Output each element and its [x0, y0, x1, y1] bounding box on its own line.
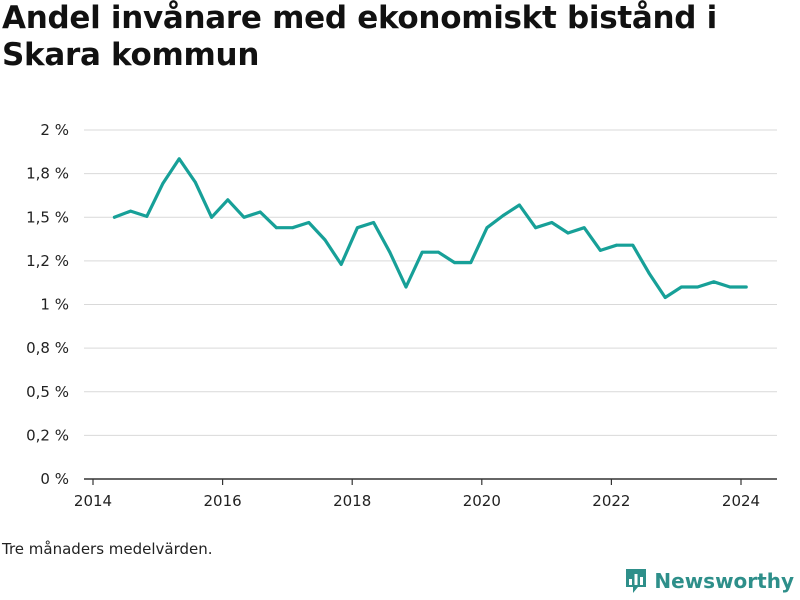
x-tick-label: 2016	[204, 492, 242, 510]
data-point	[193, 180, 197, 184]
data-point	[647, 271, 651, 275]
data-point	[501, 214, 505, 217]
data-point	[534, 226, 537, 230]
data-point	[355, 226, 359, 230]
data-point	[291, 226, 294, 230]
footnote: Tre månaders medelvärden.	[2, 540, 213, 558]
data-point	[210, 215, 213, 219]
y-tick-label: 1,2 %	[26, 252, 69, 270]
data-point	[744, 285, 748, 289]
data-point	[129, 209, 132, 213]
data-point	[550, 221, 554, 224]
y-tick-label: 0 %	[40, 470, 69, 488]
data-point	[485, 226, 489, 230]
data-point	[631, 243, 635, 247]
y-tick-label: 1 %	[40, 296, 69, 314]
x-axis-ticks: 2014 2016 2018 2020 2022 2024	[74, 479, 760, 510]
y-tick-label: 0,8 %	[26, 339, 69, 357]
y-tick-label: 0,2 %	[26, 426, 69, 444]
data-point	[404, 285, 408, 289]
brand-logo: Newsworthy	[624, 566, 794, 596]
x-tick-label: 2014	[74, 492, 112, 510]
data-point	[566, 231, 570, 235]
data-point	[696, 285, 699, 289]
data-point	[453, 261, 456, 265]
data-point	[582, 226, 586, 230]
data-point	[420, 250, 424, 254]
data-point	[323, 238, 327, 242]
data-point	[728, 285, 732, 289]
chart-title: Andel invånare med ekonomiskt bistånd i …	[2, 0, 717, 73]
data-point	[161, 181, 165, 185]
series-group	[112, 157, 748, 300]
y-tick-label: 2 %	[40, 121, 69, 139]
data-point	[258, 210, 262, 214]
data-point	[436, 250, 440, 254]
brand-name: Newsworthy	[654, 569, 794, 593]
data-point	[339, 262, 343, 266]
data-point	[112, 215, 116, 219]
x-tick-label: 2018	[333, 492, 371, 510]
x-tick-label: 2022	[592, 492, 630, 510]
data-point	[242, 215, 246, 219]
data-point	[226, 198, 230, 202]
data-point	[615, 243, 618, 247]
data-point	[469, 261, 473, 265]
newsworthy-logo-icon	[626, 569, 647, 593]
data-point	[372, 221, 375, 224]
data-point	[712, 280, 716, 284]
series-line	[112, 157, 748, 300]
data-point	[177, 157, 181, 161]
y-tick-label: 0,5 %	[26, 383, 69, 401]
y-tick-label: 1,8 %	[26, 165, 69, 183]
data-point	[145, 214, 149, 218]
data-point	[679, 285, 683, 289]
x-tick-label: 2024	[722, 492, 760, 510]
data-point	[388, 250, 392, 254]
data-point	[517, 203, 521, 207]
data-point	[274, 226, 278, 230]
data-point	[598, 249, 602, 252]
x-tick-label: 2020	[463, 492, 501, 510]
y-tick-label: 1,5 %	[26, 208, 69, 226]
data-point	[663, 296, 667, 299]
data-point	[307, 221, 311, 224]
grid-lines	[84, 129, 777, 436]
y-axis-ticks: 0 % 0,2 % 0,5 % 0,8 % 1 % 1,2 % 1,5 % 1,8 % 2 %	[26, 121, 69, 488]
